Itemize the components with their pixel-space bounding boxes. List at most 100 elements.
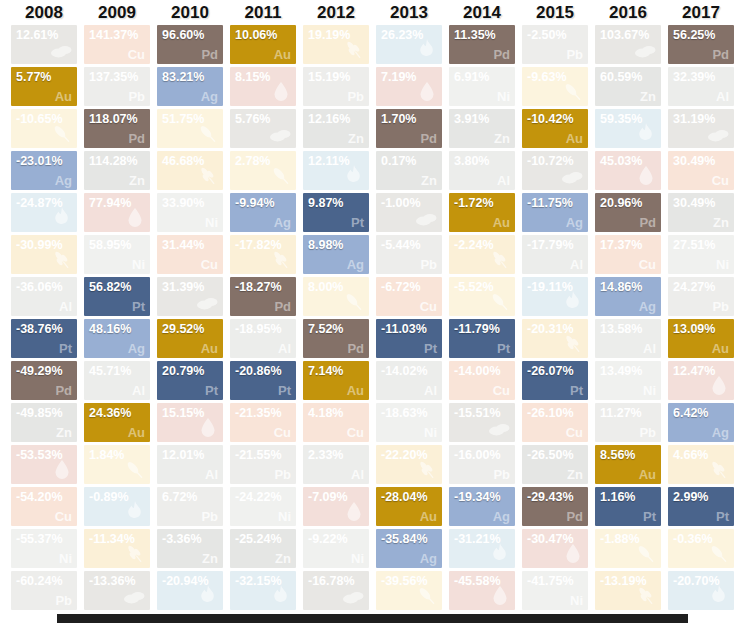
cell-2017-zinc[interactable]: 30.49%Zn	[668, 193, 734, 232]
cell-2010-wheat[interactable]: 46.68%	[157, 151, 223, 190]
cell-2012-wheat[interactable]: 19.19%	[303, 25, 369, 64]
cell-2010-natural_gas[interactable]: -20.94%	[157, 571, 223, 610]
cell-2013-wheat[interactable]: -22.20%	[376, 445, 442, 484]
cell-2011-natural_gas[interactable]: -32.15%	[230, 571, 296, 610]
cell-2011-coal[interactable]: 5.76%	[230, 109, 296, 148]
cell-2009-corn[interactable]: 1.84%	[84, 445, 150, 484]
cell-2009-copper[interactable]: 141.37%Cu	[84, 25, 150, 64]
cell-2016-silver[interactable]: 14.86%Ag	[595, 277, 661, 316]
cell-2008-palladium[interactable]: -49.29%Pd	[11, 361, 77, 400]
cell-2015-aluminum[interactable]: -17.79%Al	[522, 235, 588, 274]
cell-2015-gold[interactable]: -10.42%Au	[522, 109, 588, 148]
cell-2010-gold[interactable]: 29.52%Au	[157, 319, 223, 358]
cell-2013-coal[interactable]: -1.00%	[376, 193, 442, 232]
cell-2017-wheat[interactable]: 4.66%	[668, 445, 734, 484]
cell-2015-oil[interactable]: -30.47%	[522, 529, 588, 568]
cell-2009-palladium[interactable]: 118.07%Pd	[84, 109, 150, 148]
cell-2009-zinc[interactable]: 114.28%Zn	[84, 151, 150, 190]
cell-2016-coal[interactable]: 103.67%	[595, 25, 661, 64]
cell-2011-platinum[interactable]: -20.86%Pt	[230, 361, 296, 400]
cell-2009-gold[interactable]: 24.36%Au	[84, 403, 150, 442]
cell-2017-silver[interactable]: 6.42%Ag	[668, 403, 734, 442]
cell-2016-oil[interactable]: 45.03%	[595, 151, 661, 190]
cell-2008-gold[interactable]: 5.77%Au	[11, 67, 77, 106]
cell-2008-corn[interactable]: -10.65%	[11, 109, 77, 148]
cell-2015-lead[interactable]: -2.50%Pb	[522, 25, 588, 64]
cell-2012-copper[interactable]: 4.18%Cu	[303, 403, 369, 442]
cell-2012-natural_gas[interactable]: 12.11%	[303, 151, 369, 190]
cell-2016-wheat[interactable]: -13.19%	[595, 571, 661, 610]
cell-2012-corn[interactable]: 8.00%	[303, 277, 369, 316]
cell-2016-palladium[interactable]: 20.96%Pd	[595, 193, 661, 232]
cell-2014-corn[interactable]: -5.52%	[449, 277, 515, 316]
cell-2008-lead[interactable]: -60.24%Pb	[11, 571, 77, 610]
cell-2017-platinum[interactable]: 2.99%Pt	[668, 487, 734, 526]
cell-2009-natural_gas[interactable]: -0.89%	[84, 487, 150, 526]
cell-2017-oil[interactable]: 12.47%	[668, 361, 734, 400]
cell-2016-platinum[interactable]: 1.16%Pt	[595, 487, 661, 526]
cell-2013-copper[interactable]: -6.72%Cu	[376, 277, 442, 316]
cell-2017-corn[interactable]: -0.36%	[668, 529, 734, 568]
cell-2013-natural_gas[interactable]: 26.23%	[376, 25, 442, 64]
cell-2014-platinum[interactable]: -11.79%Pt	[449, 319, 515, 358]
cell-2014-gold[interactable]: -1.72%Au	[449, 193, 515, 232]
cell-2016-zinc[interactable]: 60.59%Zn	[595, 67, 661, 106]
cell-2013-aluminum[interactable]: -14.02%Al	[376, 361, 442, 400]
cell-2011-gold[interactable]: 10.06%Au	[230, 25, 296, 64]
cell-2011-wheat[interactable]: -17.82%	[230, 235, 296, 274]
cell-2014-aluminum[interactable]: 3.80%Al	[449, 151, 515, 190]
cell-2015-nickel[interactable]: -41.75%Ni	[522, 571, 588, 610]
cell-2009-platinum[interactable]: 56.82%Pt	[84, 277, 150, 316]
cell-2011-copper[interactable]: -21.35%Cu	[230, 403, 296, 442]
cell-2009-oil[interactable]: 77.94%	[84, 193, 150, 232]
cell-2014-lead[interactable]: -16.00%Pb	[449, 445, 515, 484]
cell-2015-natural_gas[interactable]: -19.11%	[522, 277, 588, 316]
cell-2015-coal[interactable]: -10.72%	[522, 151, 588, 190]
cell-2014-silver[interactable]: -19.34%Ag	[449, 487, 515, 526]
cell-2012-oil[interactable]: -7.09%	[303, 487, 369, 526]
cell-2009-silver[interactable]: 48.16%Ag	[84, 319, 150, 358]
cell-2016-aluminum[interactable]: 13.58%Al	[595, 319, 661, 358]
cell-2008-natural_gas[interactable]: -24.87%	[11, 193, 77, 232]
cell-2013-palladium[interactable]: 1.70%Pd	[376, 109, 442, 148]
cell-2013-gold[interactable]: -28.04%Au	[376, 487, 442, 526]
cell-2017-copper[interactable]: 30.49%Cu	[668, 151, 734, 190]
cell-2013-oil[interactable]: 7.19%	[376, 67, 442, 106]
cell-2012-aluminum[interactable]: 2.33%Al	[303, 445, 369, 484]
cell-2016-nickel[interactable]: 13.49%Ni	[595, 361, 661, 400]
cell-2012-platinum[interactable]: 9.87%Pt	[303, 193, 369, 232]
cell-2011-nickel[interactable]: -24.22%Ni	[230, 487, 296, 526]
cell-2012-palladium[interactable]: 7.52%Pd	[303, 319, 369, 358]
cell-2013-platinum[interactable]: -11.03%Pt	[376, 319, 442, 358]
cell-2012-gold[interactable]: 7.14%Au	[303, 361, 369, 400]
cell-2011-zinc[interactable]: -25.24%Zn	[230, 529, 296, 568]
cell-2010-copper[interactable]: 31.44%Cu	[157, 235, 223, 274]
cell-2008-silver[interactable]: -23.01%Ag	[11, 151, 77, 190]
cell-2016-natural_gas[interactable]: 59.35%	[595, 109, 661, 148]
cell-2009-wheat[interactable]: -11.34%	[84, 529, 150, 568]
cell-2014-palladium[interactable]: 11.35%Pd	[449, 25, 515, 64]
cell-2010-silver[interactable]: 83.21%Ag	[157, 67, 223, 106]
cell-2013-lead[interactable]: -5.44%Pb	[376, 235, 442, 274]
cell-2008-coal[interactable]: 12.61%	[11, 25, 77, 64]
cell-2008-platinum[interactable]: -38.76%Pt	[11, 319, 77, 358]
cell-2014-coal[interactable]: -15.51%	[449, 403, 515, 442]
cell-2011-silver[interactable]: -9.94%Ag	[230, 193, 296, 232]
cell-2015-palladium[interactable]: -29.43%Pd	[522, 487, 588, 526]
cell-2017-aluminum[interactable]: 32.39%Al	[668, 67, 734, 106]
cell-2010-coal[interactable]: 31.39%	[157, 277, 223, 316]
cell-2015-copper[interactable]: -26.10%Cu	[522, 403, 588, 442]
cell-2013-corn[interactable]: -39.56%	[376, 571, 442, 610]
cell-2015-platinum[interactable]: -26.07%Pt	[522, 361, 588, 400]
cell-2016-copper[interactable]: 17.37%Cu	[595, 235, 661, 274]
cell-2015-corn[interactable]: -9.63%	[522, 67, 588, 106]
cell-2011-palladium[interactable]: -18.27%Pd	[230, 277, 296, 316]
cell-2013-nickel[interactable]: -18.63%Ni	[376, 403, 442, 442]
cell-2008-oil[interactable]: -53.53%	[11, 445, 77, 484]
cell-2017-coal[interactable]: 31.19%	[668, 109, 734, 148]
cell-2016-gold[interactable]: 8.56%Au	[595, 445, 661, 484]
cell-2017-nickel[interactable]: 27.51%Ni	[668, 235, 734, 274]
cell-2010-nickel[interactable]: 33.90%Ni	[157, 193, 223, 232]
cell-2012-nickel[interactable]: -9.22%Ni	[303, 529, 369, 568]
cell-2014-oil[interactable]: -45.58%	[449, 571, 515, 610]
